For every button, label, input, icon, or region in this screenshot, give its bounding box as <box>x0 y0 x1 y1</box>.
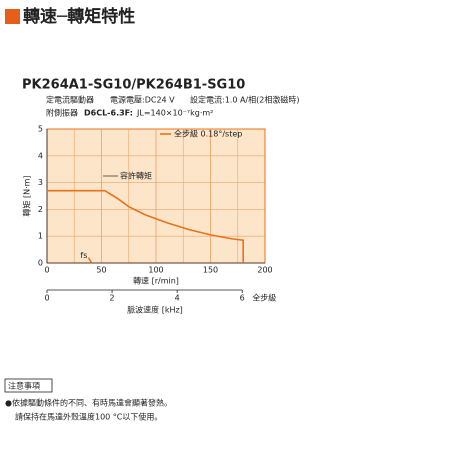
x-tick-label: 200 <box>257 266 272 275</box>
x2-tick-label: 4 <box>175 294 180 303</box>
spec: D6CL-6.3F: <box>84 109 133 118</box>
x2-tick-label: 6 <box>240 294 245 303</box>
y-tick-label: 3 <box>38 178 43 187</box>
x-tick-label: 0 <box>44 266 49 275</box>
x2-axis-title: 脈波速度 [kHz] <box>127 305 183 315</box>
x-tick-label: 50 <box>96 266 106 275</box>
y-tick-label: 1 <box>38 232 43 241</box>
y-tick-label: 2 <box>38 205 43 214</box>
series-label: fs <box>80 251 87 260</box>
spec: 定電流驅動器 <box>46 95 94 105</box>
spec: JL=140×10⁻⁷kg·m² <box>136 109 213 118</box>
note: 請保持在馬達外殼溫度100 °C以下使用。 <box>15 412 162 422</box>
x2-unit: 全步級 <box>252 293 276 303</box>
x-tick-label: 150 <box>203 266 218 275</box>
line-series <box>87 257 93 264</box>
notes-box <box>4 378 53 393</box>
spec: 附側振器 <box>46 108 78 118</box>
x2-tick-label: 0 <box>44 294 49 303</box>
title-icon <box>5 9 20 24</box>
model: PK264A1-SG10/PK264B1-SG10 <box>22 78 245 93</box>
legend-label: 全步級 0.18°/step <box>174 129 242 139</box>
y-tick-label: 4 <box>38 151 43 160</box>
line-series <box>47 189 244 263</box>
y-tick-label: 0 <box>38 259 43 268</box>
y-tick-label: 5 <box>38 125 43 134</box>
x2-tick-label: 2 <box>110 294 115 303</box>
page-title: 轉速─轉矩特性 <box>23 6 135 27</box>
notes-title: 注意事項 <box>8 381 40 391</box>
spec: 設定電流:1.0 A/相(2相激磁時) <box>190 95 299 105</box>
note: ●依據驅動條件的不同、有時馬達會顯著發熱。 <box>5 398 172 408</box>
x-tick-label: 100 <box>148 266 163 275</box>
annotation: 容許轉矩 <box>120 171 152 181</box>
spec: 電源電壓:DC24 V <box>110 96 175 105</box>
y-axis-title: 轉矩 [N·m] <box>22 175 32 216</box>
x-axis-title: 轉速 [r/min] <box>133 276 179 286</box>
